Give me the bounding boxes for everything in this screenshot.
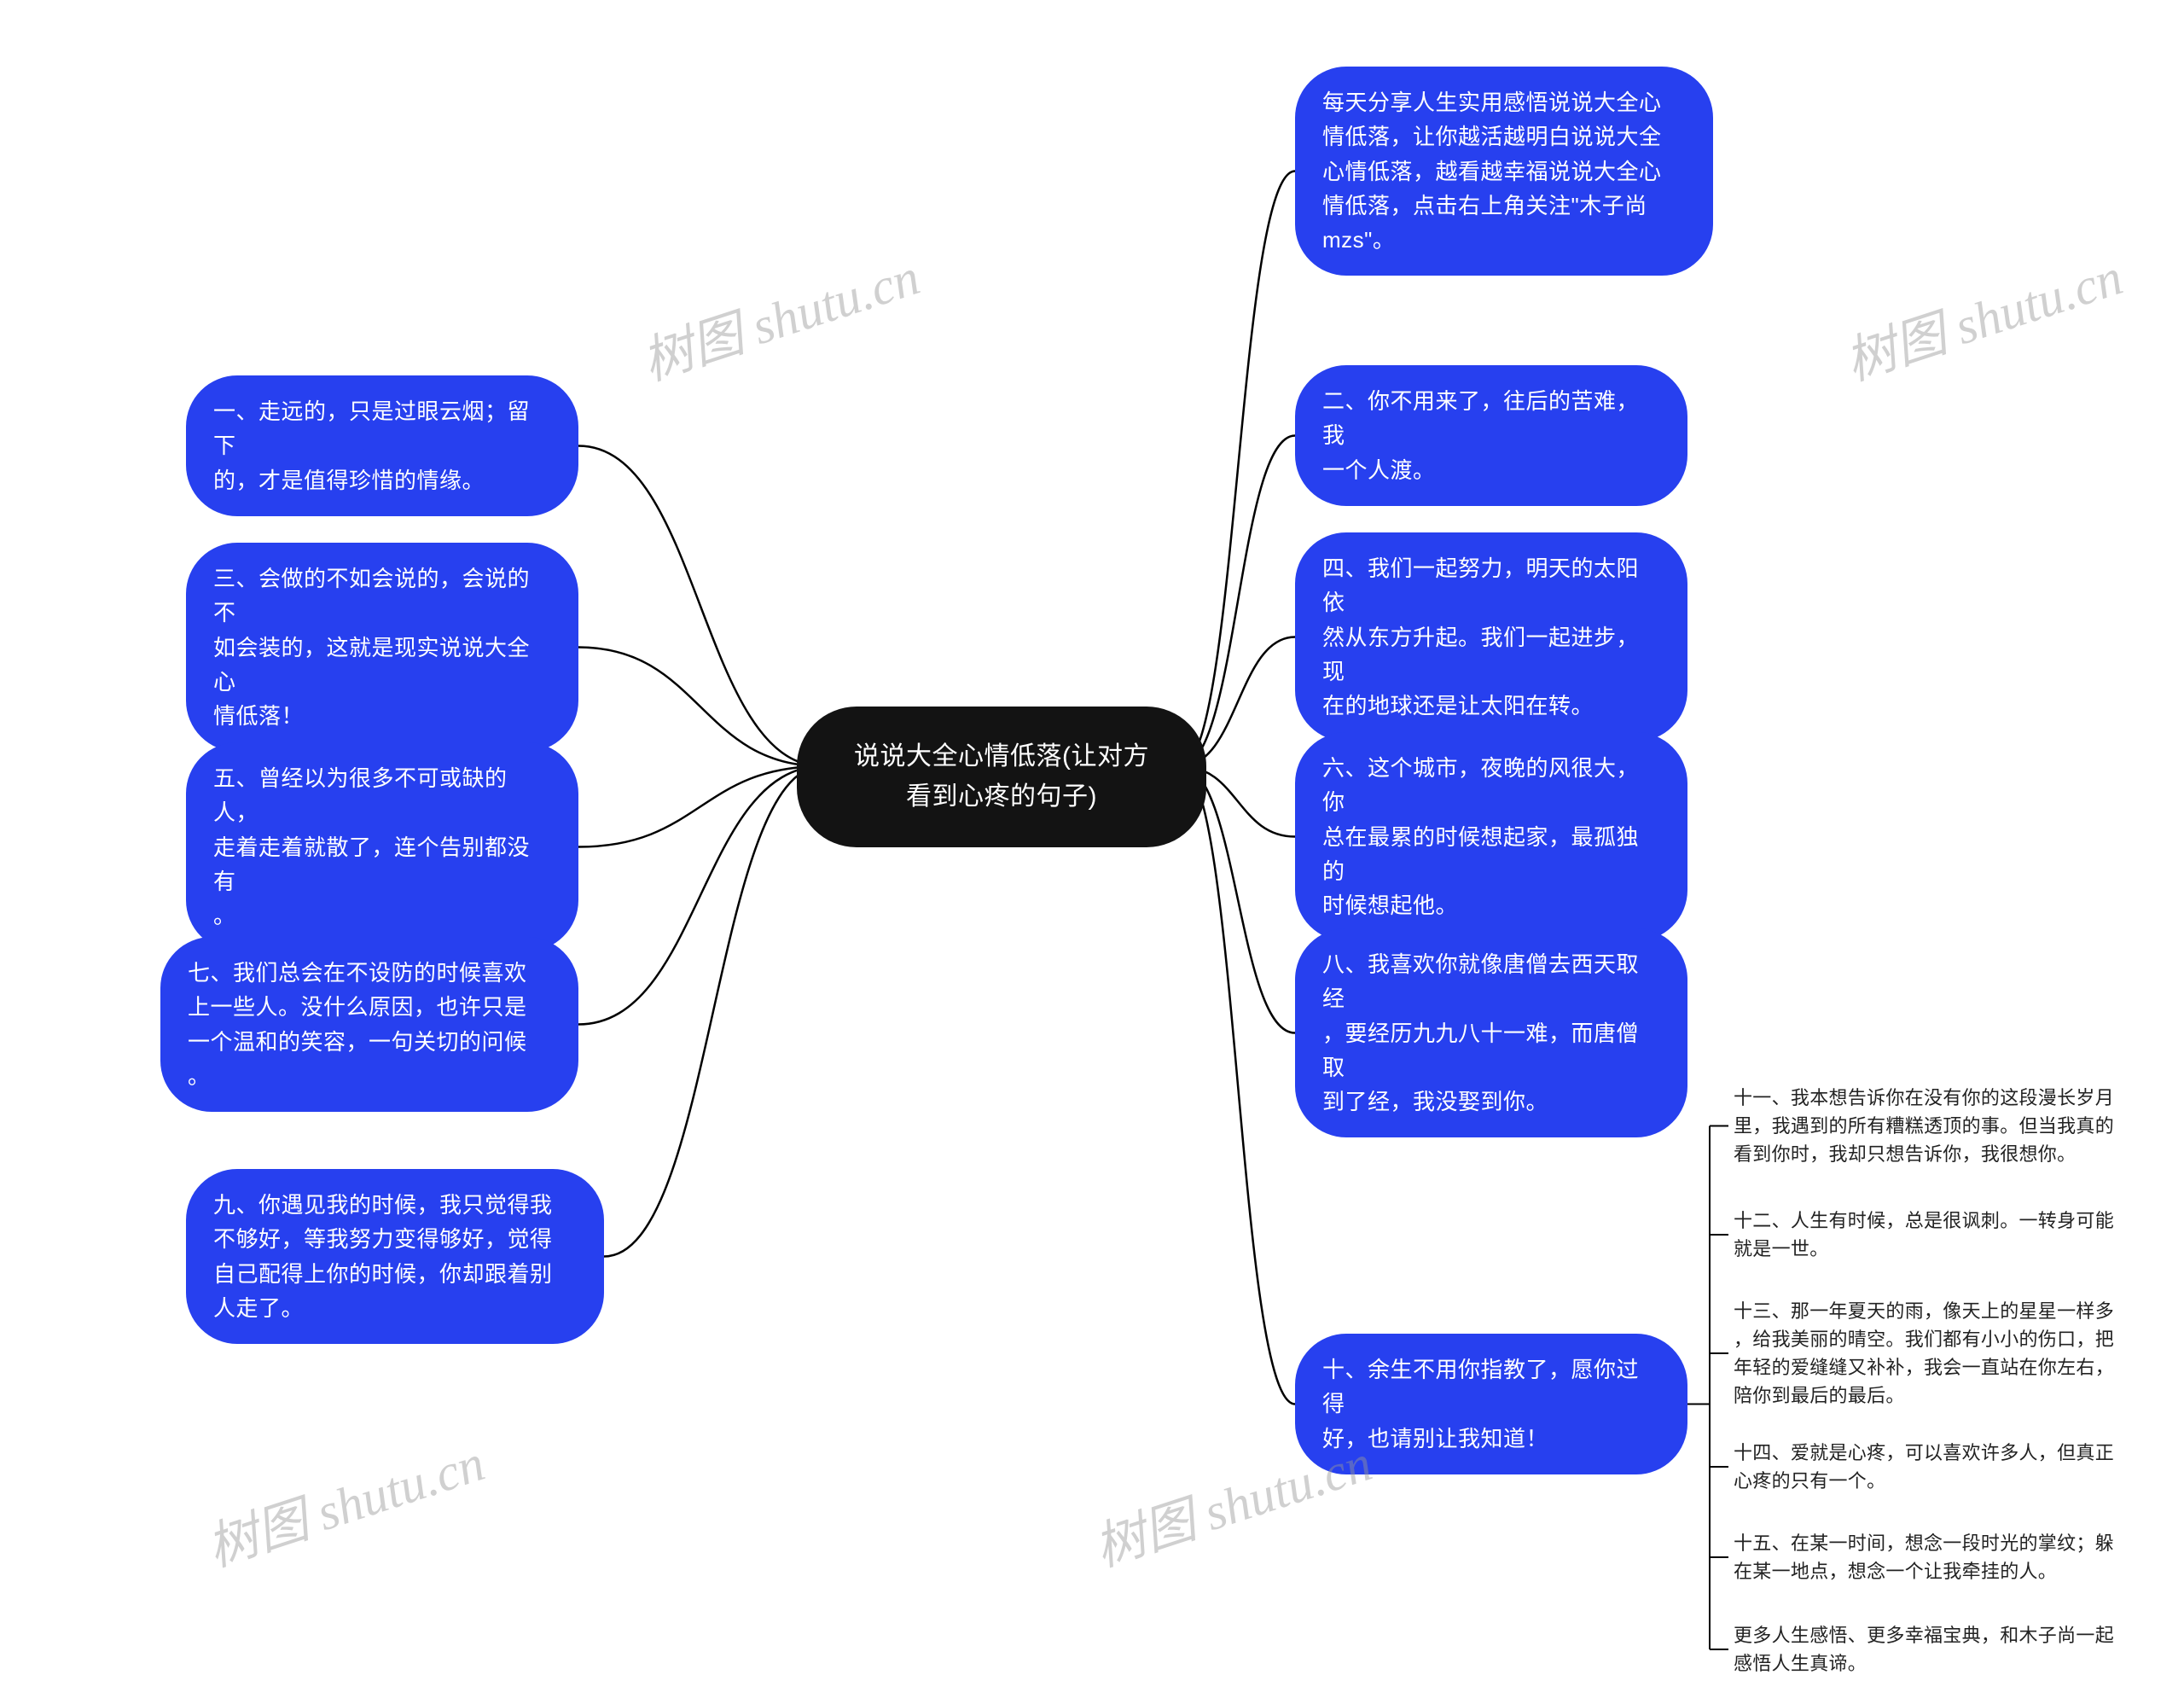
left-branch-0[interactable]: 一、走远的，只是过眼云烟；留下的，才是值得珍惜的情缘。 [186,375,578,516]
leaf-3: 十四、爱就是心疼，可以喜欢许多人，但真正心疼的只有一个。 [1734,1439,2177,1495]
center-node[interactable]: 说说大全心情低落(让对方看到心疼的句子) [797,707,1206,847]
leaf-0: 十一、我本想告诉你在没有你的这段漫长岁月里，我遇到的所有糟糕透顶的事。但当我真的… [1734,1084,2177,1168]
leaf-4: 十五、在某一时间，想念一段时光的掌纹；躲在某一地点，想念一个让我牵挂的人。 [1734,1529,2177,1585]
left-branch-4[interactable]: 九、你遇见我的时候，我只觉得我不够好，等我努力变得够好，觉得自己配得上你的时候，… [186,1169,604,1344]
leaf-2: 十三、那一年夏天的雨，像天上的星星一样多，给我美丽的晴空。我们都有小小的伤口，把… [1734,1297,2177,1410]
right-branch-5[interactable]: 十、余生不用你指教了，愿你过得好，也请别让我知道！ [1295,1334,1687,1474]
left-branch-3[interactable]: 七、我们总会在不设防的时候喜欢上一些人。没什么原因，也许只是一个温和的笑容，一句… [160,937,578,1112]
watermark-1: 树图 shutu.cn [1834,236,2130,395]
watermark-0: 树图 shutu.cn [631,236,927,395]
right-branch-1[interactable]: 二、你不用来了，往后的苦难，我一个人渡。 [1295,365,1687,506]
right-branch-0[interactable]: 每天分享人生实用感悟说说大全心情低落，让你越活越明白说说大全心情低落，越看越幸福… [1295,67,1713,276]
mindmap-canvas: 说说大全心情低落(让对方看到心疼的句子) 一、走远的，只是过眼云烟；留下的，才是值… [0,0,2184,1704]
left-branch-1[interactable]: 三、会做的不如会说的，会说的不如会装的，这就是现实说说大全心情低落！ [186,543,578,752]
left-branch-2[interactable]: 五、曾经以为很多不可或缺的人，走着走着就散了，连个告别都没有。 [186,742,578,951]
right-branch-4[interactable]: 八、我喜欢你就像唐僧去西天取经，要经历九九八十一难，而唐僧取到了经，我没娶到你。 [1295,928,1687,1137]
watermark-2: 树图 shutu.cn [196,1422,492,1581]
right-branch-3[interactable]: 六、这个城市，夜晚的风很大，你总在最累的时候想起家，最孤独的时候想起他。 [1295,732,1687,941]
leaf-1: 十二、人生有时候，总是很讽刺。一转身可能就是一世。 [1734,1207,2177,1263]
right-branch-2[interactable]: 四、我们一起努力，明天的太阳依然从东方升起。我们一起进步，现在的地球还是让太阳在… [1295,532,1687,742]
leaf-5: 更多人生感悟、更多幸福宝典，和木子尚一起感悟人生真谛。 [1734,1621,2177,1678]
